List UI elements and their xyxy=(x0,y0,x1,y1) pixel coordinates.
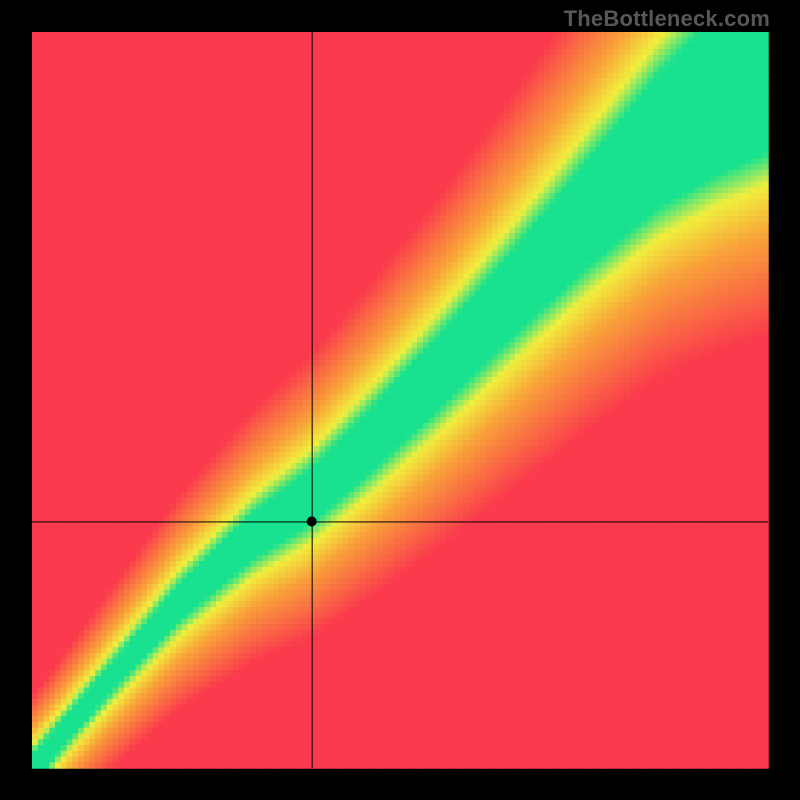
bottleneck-heatmap xyxy=(0,0,800,800)
stage: TheBottleneck.com xyxy=(0,0,800,800)
watermark-text: TheBottleneck.com xyxy=(564,6,770,32)
